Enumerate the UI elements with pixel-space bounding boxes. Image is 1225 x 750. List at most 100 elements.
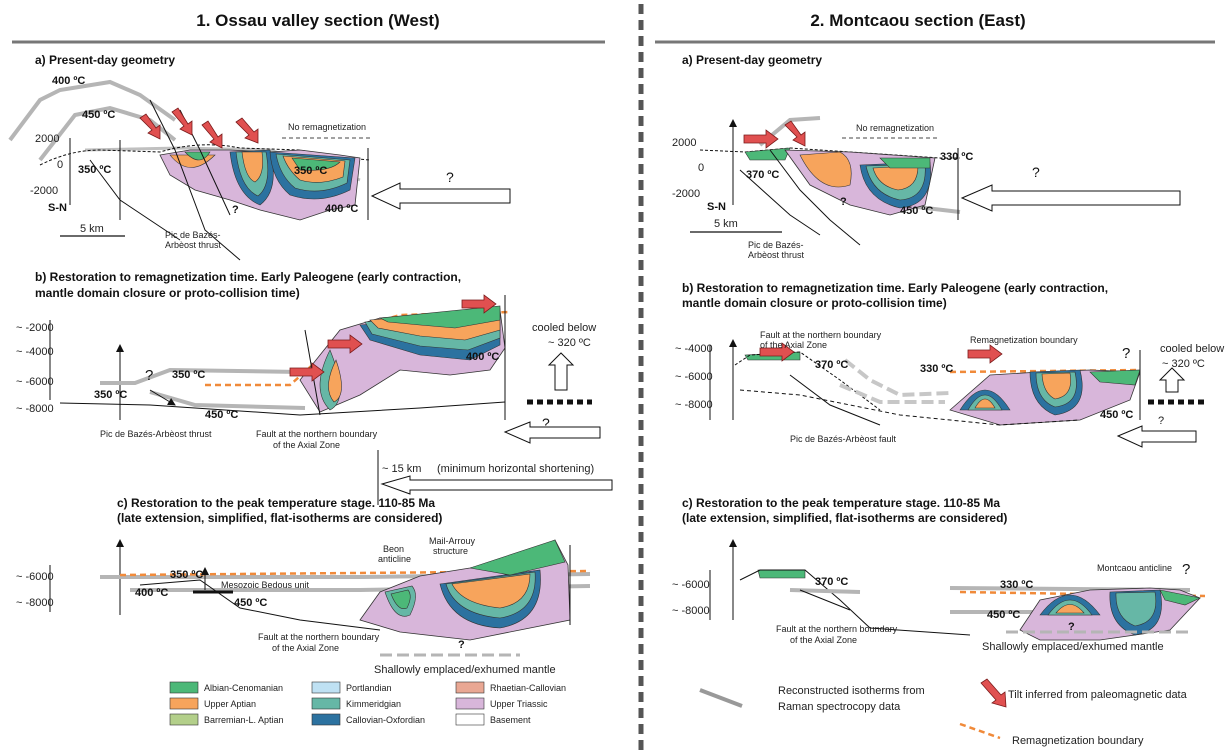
east-section-title: 2. Montcaou section (East) (810, 11, 1025, 30)
detachment-west-c (139, 579, 381, 631)
legend-isotherm-swatch (699, 688, 743, 708)
y-label-1-east-b: ~ -4000 (675, 343, 713, 355)
isotherm-400-west-a (8, 79, 177, 142)
west-c-title-2: (late extension, simplified, flat-isothe… (117, 511, 442, 525)
y-label-2000-east-a: 2000 (672, 137, 696, 149)
iso-label-400-west-b: 400 ºC (466, 351, 499, 363)
y-label-1-west-b: ~ -2000 (16, 322, 54, 334)
green-lens-east-c (757, 569, 806, 579)
east-b-title-1: b) Restoration to remagnetization time. … (682, 281, 1108, 295)
isotherm-1-east-b (843, 358, 951, 398)
iso-label-330-east-a: 330 ºC (940, 151, 973, 163)
east-a-title: a) Present-day geometry (682, 53, 822, 67)
layer-green-west-b (378, 305, 501, 329)
tilt-arrows-east-b (759, 342, 1003, 364)
thrust-label-1-west-a: Pic de Bazés- (165, 230, 221, 240)
montcaou-label-east-c: Montcaou anticline (1097, 563, 1172, 573)
iso-label-400-west-c: 400 ºC (135, 587, 168, 599)
legend-swatch-upper-triassic (455, 697, 485, 710)
y-label-2000-west-a: 2000 (35, 133, 59, 145)
fold-orange-west-c (451, 573, 531, 609)
legend-units: Albian-Cenomanian Upper Aptian Barremian-L… (169, 681, 566, 726)
remag-label-east-b: Remagnetization boundary (970, 335, 1078, 345)
legend-remag-swatch (959, 722, 1001, 740)
remag-boundary-east-b (949, 368, 1141, 374)
cooled-label-2-east-b: ~ 320 ºC (1162, 358, 1205, 370)
legend-label-rhaetian-callovian: Rhaetian-Callovian (490, 683, 566, 693)
legend-tilt-label: Tilt inferred from paleomagnetic data (1008, 689, 1188, 701)
fault-east-c (799, 589, 851, 611)
y-label-0-west-a: 0 (57, 159, 63, 171)
iso-label-350-west-a: 350 ºC (78, 164, 111, 176)
detachment-east-b (739, 389, 1081, 426)
shortening-km-label: ~ 15 km (382, 463, 421, 475)
iso-label-450-west-b: 450 ºC (205, 409, 238, 421)
legend-swatch-kimmeridgian (311, 697, 341, 710)
y-label-2-west-b: ~ -4000 (16, 346, 54, 358)
question-2-west-a: ? (446, 169, 454, 185)
no-remag-label-east-a: No remagnetization (856, 123, 934, 133)
isotherm-2-east-b (839, 383, 945, 404)
fold-orange-2-east-a (799, 151, 852, 188)
green-lens-east-a (744, 147, 791, 161)
topography-west-a (39, 144, 371, 166)
thrust-label-1-east-a: Pic de Bazés- (748, 240, 804, 250)
legend-swatch-portlandian (311, 681, 341, 694)
convergence-arrow-west-a (370, 182, 511, 210)
fold-green-east-a (879, 157, 931, 169)
topography-east-a (699, 147, 960, 159)
fold-orange-1-east-b (974, 398, 996, 409)
base-line-west-b (59, 401, 506, 416)
east-panel-a: a) Present-day geometry 2000 0 -2000 No … (672, 53, 1181, 260)
fault-label-2-west-c: of the Axial Zone (272, 643, 339, 653)
convergence-arrow-east-b (1116, 425, 1197, 448)
legend-swatch-rhaetian-callovian (455, 681, 485, 694)
scale-label-west-a: 5 km (80, 223, 104, 235)
tilt-arrows-east-a (743, 120, 806, 149)
tilt-arrows-west-b (289, 294, 497, 382)
west-panel-b: b) Restoration to remagnetization time. … (16, 270, 613, 505)
legend-label-barremian-l-aptian: Barremian-L. Aptian (204, 715, 284, 725)
fault-label-1-east-b: Fault at the northern boundary (760, 330, 882, 340)
legend-swatch-callovian-oxfordian (311, 713, 341, 726)
legend-label-albian-cenomanian: Albian-Cenomanian (204, 683, 283, 693)
east-c-title-2: (late extension, simplified, flat-isothe… (682, 511, 1007, 525)
thrust-label-west-b: Pic de Bazés-Arbèost thrust (100, 429, 212, 439)
y-label-3-east-b: ~ -8000 (675, 399, 713, 411)
legend-label-upper-aptian: Upper Aptian (204, 699, 256, 709)
legend-isotherm-label-2: Raman spectrocopy data (778, 701, 901, 713)
iso-label-350-west-b: 350 ºC (94, 389, 127, 401)
west-section-title: 1. Ossau valley section (West) (196, 11, 439, 30)
up-open-arrow-east-b (1158, 367, 1186, 393)
fold-orange-east-a (872, 165, 919, 191)
fault-label-2-east-b: of the Axial Zone (760, 340, 827, 350)
fold-green-east-b (1089, 369, 1141, 386)
convergence-arrow-west-b (503, 421, 601, 444)
thrust-label-2-east-a: Arbèost thrust (748, 250, 805, 260)
iso-label-350b-west-a: 350 ºC (294, 165, 327, 177)
iso-label-330-east-c: 330 ºC (1000, 579, 1033, 591)
question-1-east-c: ? (1182, 561, 1190, 578)
legend-tilt-arrow-icon (980, 678, 1007, 708)
convergence-arrow-east-a (960, 184, 1181, 212)
fault-label-2-east-c: of the Axial Zone (790, 635, 857, 645)
fold-green-east-c (1159, 589, 1201, 606)
beon-label-1-west-c: Beon (383, 544, 404, 554)
sn-label-east-a: S-N (707, 201, 726, 213)
iso-label-370-east-b: 370 ºC (815, 359, 848, 371)
shortening-arrow (380, 475, 613, 495)
question-1-west-b: ? (145, 367, 153, 384)
question-1-west-a: ? (232, 204, 239, 216)
fault-label-1-east-c: Fault at the northern boundary (776, 624, 898, 634)
fold-orange-2-east-b (1041, 372, 1071, 400)
sn-label-west-a: S-N (48, 202, 67, 214)
fold-orange-west-b (328, 359, 342, 403)
legend-label-portlandian: Portlandian (346, 683, 392, 693)
iso-label-350-west-c: 350 ºC (170, 569, 203, 581)
west-c-title-1: c) Restoration to the peak temperature s… (117, 496, 435, 510)
isotherm-450-west-b (149, 390, 306, 410)
legend-label-callovian-oxfordian: Callovian-Oxfordian (346, 715, 425, 725)
iso-label-450-west-c: 450 ºC (234, 597, 267, 609)
iso-label-450-west-a: 450 ºC (82, 109, 115, 121)
